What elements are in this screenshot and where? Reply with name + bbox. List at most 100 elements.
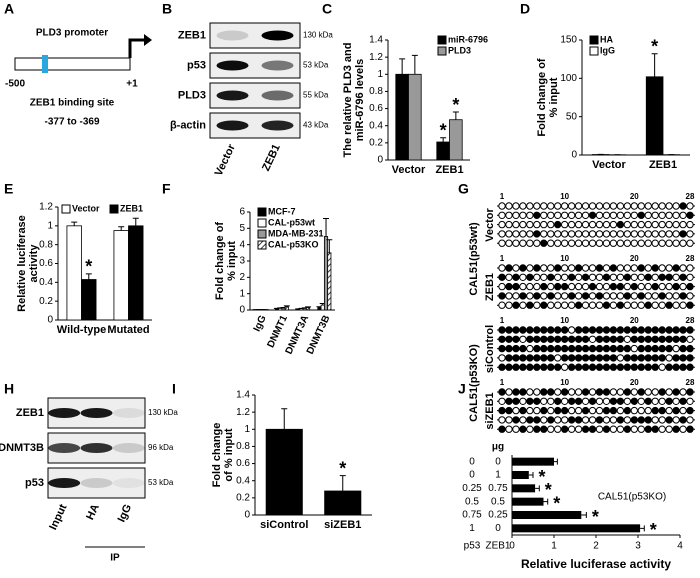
- methylated-cpg: [679, 363, 687, 371]
- bar: [66, 225, 82, 321]
- methylated-cpg: [588, 354, 597, 362]
- unmethylated-cpg: [498, 211, 506, 220]
- methylated-cpg: [560, 282, 569, 291]
- unmethylated-cpg: [567, 202, 576, 210]
- unmethylated-cpg: [560, 220, 569, 229]
- unmethylated-cpg: [588, 388, 597, 396]
- unmethylated-cpg: [533, 282, 541, 291]
- y-tick-label: 50: [566, 111, 578, 122]
- methylated-cpg: [672, 388, 680, 396]
- unmethylated-cpg: [644, 264, 652, 272]
- unmethylated-cpg: [526, 425, 534, 433]
- panel-label: C: [322, 1, 332, 17]
- methylated-cpg: [679, 344, 687, 353]
- unmethylated-cpg: [651, 388, 659, 396]
- methylated-cpg: [623, 292, 632, 300]
- methylated-cpg: [658, 273, 666, 281]
- bar: [327, 252, 332, 311]
- unmethylated-cpg: [512, 406, 520, 415]
- unmethylated-cpg: [560, 416, 569, 424]
- error-bar: [305, 306, 312, 308]
- methylated-cpg: [609, 335, 618, 343]
- methylated-cpg: [588, 425, 597, 433]
- unmethylated-cpg: [637, 425, 645, 433]
- error-bar: [326, 239, 333, 253]
- methylated-cpg: [526, 335, 534, 343]
- significance: *: [651, 37, 658, 57]
- methylated-cpg: [616, 344, 625, 353]
- blot-band: [216, 60, 249, 71]
- methylated-cpg: [616, 397, 625, 405]
- unmethylated-cpg: [554, 211, 562, 220]
- unmethylated-cpg: [672, 397, 680, 405]
- unmethylated-cpg: [609, 239, 618, 247]
- methylated-cpg: [651, 354, 659, 362]
- unmethylated-cpg: [574, 230, 583, 238]
- blot-row-label: ZEB1: [178, 29, 206, 41]
- y-tick-label: 1: [239, 288, 245, 299]
- unmethylated-cpg: [595, 282, 604, 291]
- methylated-cpg: [533, 344, 541, 353]
- methylated-cpg: [519, 406, 527, 415]
- unmethylated-cpg: [574, 202, 583, 210]
- unmethylated-cpg: [498, 354, 506, 362]
- methylated-cpg: [540, 335, 548, 343]
- sample-label: siControl: [484, 325, 496, 373]
- unmethylated-cpg: [679, 220, 687, 229]
- bar: [395, 73, 409, 161]
- methylated-cpg: [630, 335, 638, 343]
- unmethylated-cpg: [540, 230, 548, 238]
- unmethylated-cpg: [686, 292, 694, 300]
- unmethylated-cpg: [581, 230, 590, 238]
- methylated-cpg: [623, 354, 632, 362]
- unmethylated-cpg: [554, 425, 562, 433]
- unmethylated-cpg: [623, 202, 632, 210]
- methylated-cpg: [623, 363, 632, 371]
- methylated-cpg: [588, 344, 597, 353]
- methylated-cpg: [540, 301, 548, 309]
- unmethylated-cpg: [602, 292, 611, 300]
- y-tick-label: 0: [244, 510, 250, 521]
- unmethylated-cpg: [540, 264, 548, 272]
- methylated-cpg: [498, 363, 506, 371]
- methylated-cpg: [637, 292, 645, 300]
- unmethylated-cpg: [637, 230, 645, 238]
- methylated-cpg: [498, 388, 506, 396]
- methylated-cpg: [533, 326, 541, 334]
- unmethylated-cpg: [547, 202, 555, 210]
- unmethylated-cpg: [498, 264, 506, 272]
- unmethylated-cpg: [637, 301, 645, 309]
- methylated-cpg: [505, 397, 513, 405]
- unmethylated-cpg: [498, 202, 506, 210]
- unmethylated-cpg: [602, 202, 611, 210]
- unmethylated-cpg: [686, 264, 694, 272]
- legend-swatch: [257, 229, 267, 239]
- significance: *: [440, 120, 447, 140]
- methylated-cpg: [686, 301, 694, 309]
- unmethylated-cpg: [519, 397, 527, 405]
- unmethylated-cpg: [630, 264, 638, 272]
- methylated-cpg: [560, 406, 569, 415]
- promoter-box: [14, 57, 131, 71]
- unmethylated-cpg: [651, 273, 659, 281]
- methylated-cpg: [574, 335, 583, 343]
- methylated-cpg: [588, 211, 597, 220]
- methylated-cpg: [595, 354, 604, 362]
- unmethylated-cpg: [630, 230, 638, 238]
- methylated-cpg: [623, 326, 632, 334]
- site-tick: 1: [500, 378, 505, 387]
- unmethylated-cpg: [588, 301, 597, 309]
- x-tick-label: ZEB1: [435, 164, 463, 176]
- methylated-cpg: [616, 335, 625, 343]
- unmethylated-cpg: [547, 230, 555, 238]
- methylated-cpg: [540, 363, 548, 371]
- promoter-diagram: PLD3 promoter -500 +1 ZEB1 binding site …: [5, 28, 152, 128]
- y-tick-label: 1.4: [369, 35, 383, 46]
- unmethylated-cpg: [686, 202, 694, 210]
- site-tick: 10: [560, 316, 569, 325]
- unmethylated-cpg: [672, 239, 680, 247]
- methylated-cpg: [533, 335, 541, 343]
- unmethylated-cpg: [560, 273, 569, 281]
- methylated-cpg: [651, 363, 659, 371]
- unmethylated-cpg: [609, 220, 618, 229]
